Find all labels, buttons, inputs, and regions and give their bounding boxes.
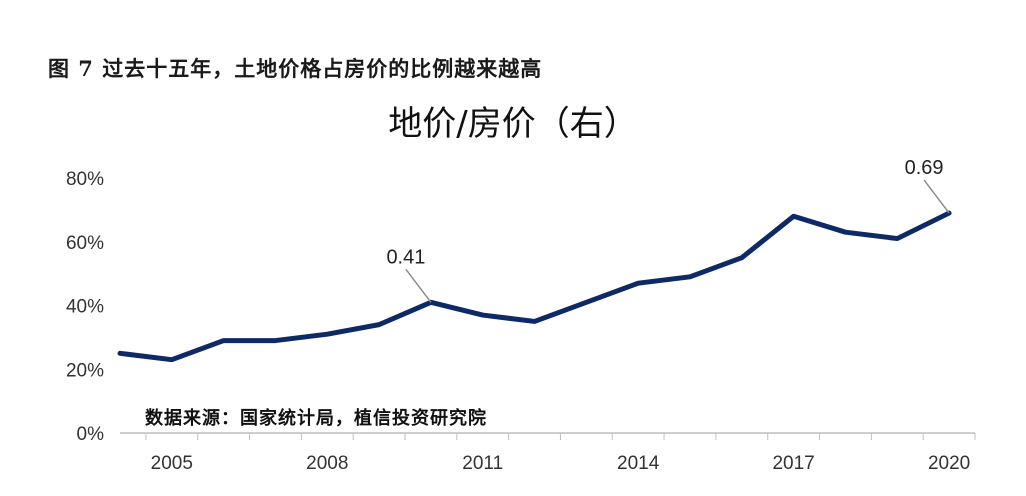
- y-tick-label: 0%: [77, 424, 105, 445]
- y-tick-label: 40%: [66, 297, 104, 318]
- x-tick-label: 2008: [306, 453, 348, 474]
- x-tick-label: 2014: [617, 453, 660, 474]
- y-tick-label: 80%: [66, 169, 104, 190]
- annotation-leader: [405, 268, 432, 303]
- x-tick-label: 2020: [928, 453, 970, 474]
- annotation-leader: [923, 179, 950, 214]
- annotations: 0.41 0.69: [386, 157, 950, 303]
- source-note: 数据来源：国家统计局，植信投资研究院: [145, 408, 487, 429]
- axes: 0% 20% 40% 60% 80% 2005 2008 2011 2014 2017 2020: [66, 169, 976, 474]
- chart-title: 地价/房价（右）: [388, 104, 638, 144]
- series-line: [117, 210, 952, 363]
- x-tick-label: 2017: [772, 453, 814, 474]
- y-tick-label: 20%: [66, 360, 104, 381]
- figure-caption: 图 7 过去十五年，土地价格占房价的比例越来越高: [48, 56, 543, 81]
- x-tick-label: 2011: [462, 453, 503, 474]
- y-tick-label: 60%: [66, 233, 104, 254]
- x-tick-label: 2005: [151, 453, 193, 474]
- annotation-label: 0.41: [386, 246, 425, 268]
- annotation-label: 0.69: [905, 157, 944, 179]
- series-layer: [117, 210, 952, 363]
